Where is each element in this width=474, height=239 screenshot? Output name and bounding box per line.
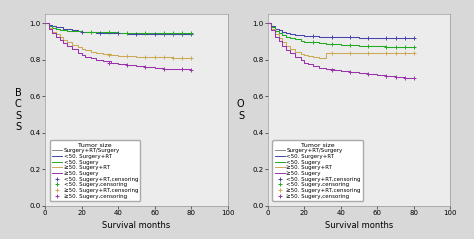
Y-axis label: O
S: O S	[237, 99, 244, 121]
X-axis label: Survival months: Survival months	[325, 221, 393, 230]
Legend: Surgery+RT/Surgery, <50. Surgery+RT, <50. Sugery, ≥50. Sugery+RT, ≥50. Sugery, <: Surgery+RT/Surgery, <50. Surgery+RT, <50…	[50, 140, 140, 201]
X-axis label: Survival months: Survival months	[102, 221, 170, 230]
Y-axis label: B
C
S
S: B C S S	[15, 87, 21, 132]
Legend: Surgery+RT/Surgery, <50. Surgery+RT, <50. Sugery, ≥50. Sugery+RT, ≥50. Sugery, <: Surgery+RT/Surgery, <50. Surgery+RT, <50…	[273, 140, 363, 201]
